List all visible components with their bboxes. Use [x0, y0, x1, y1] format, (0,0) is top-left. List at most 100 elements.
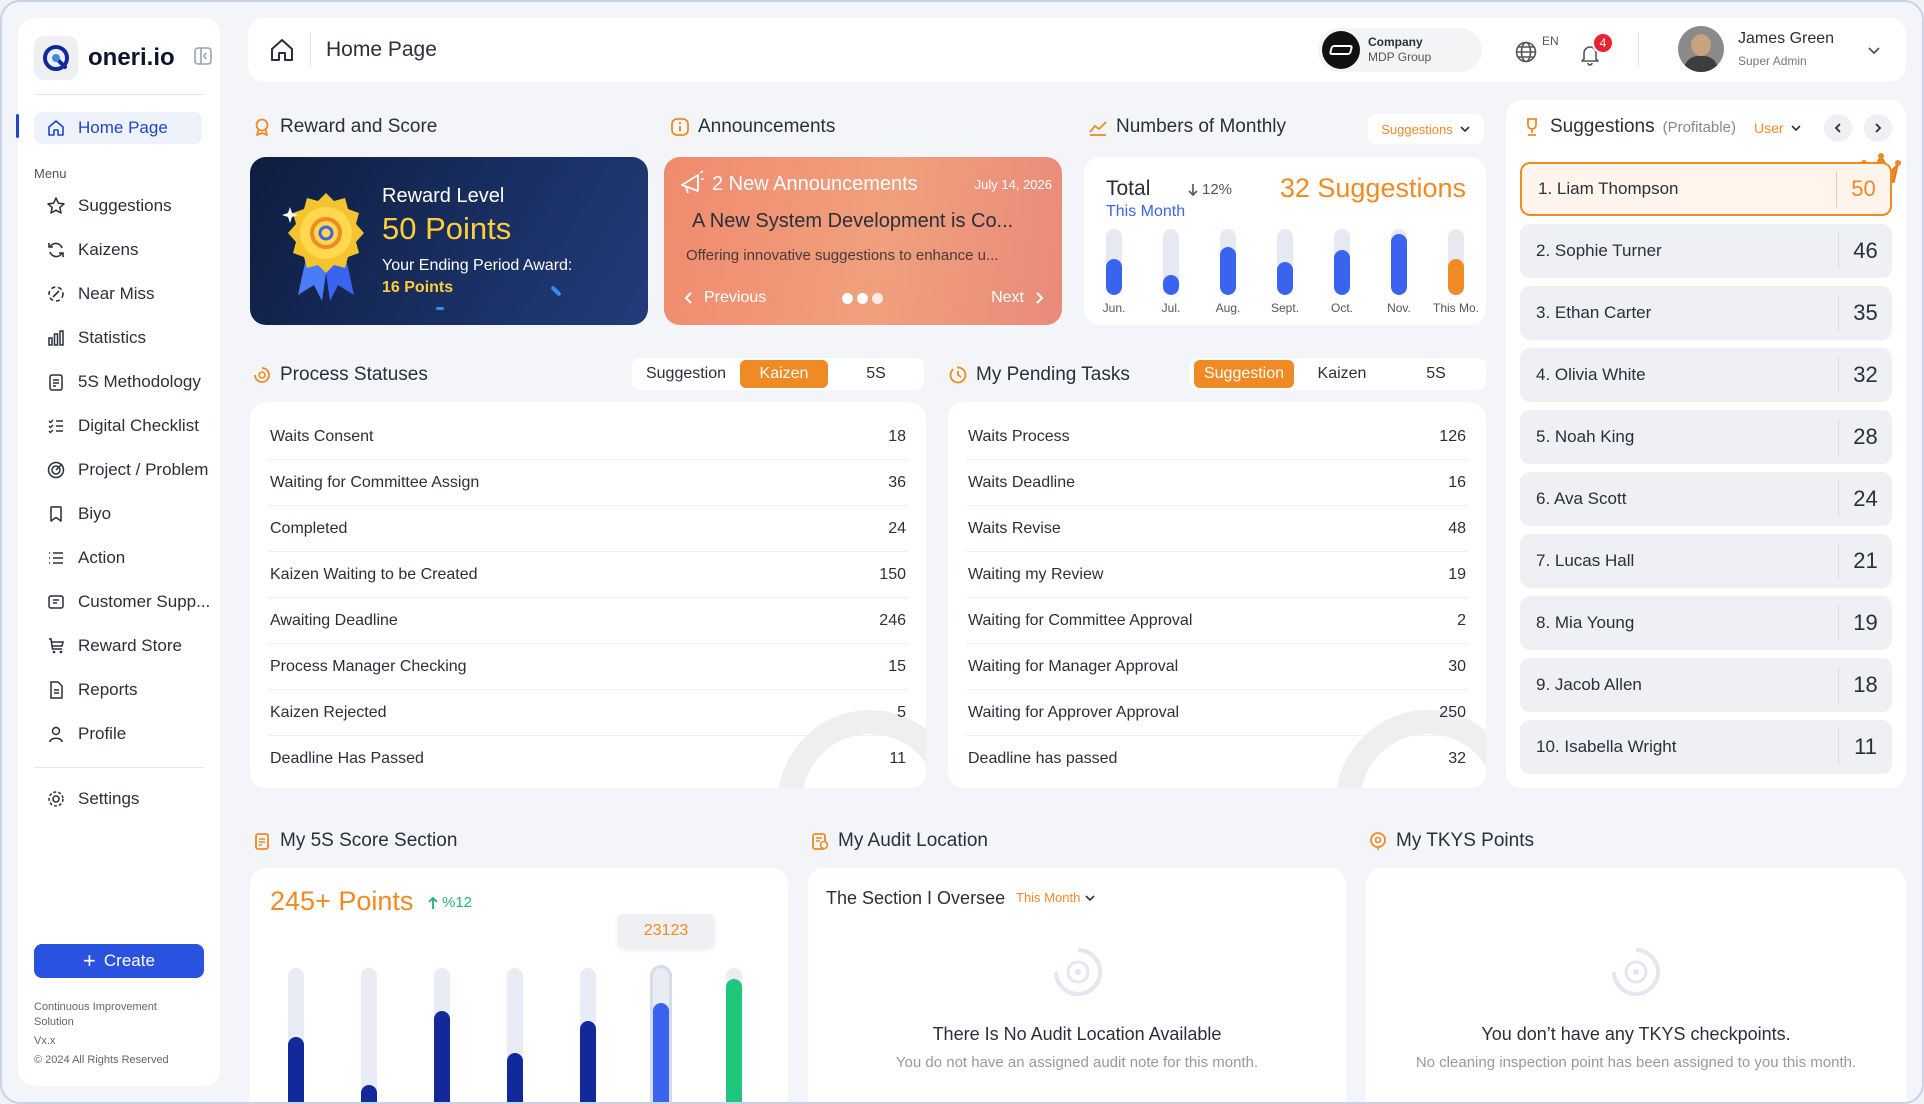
status-row[interactable]: Awaiting Deadline 246: [268, 598, 908, 644]
tab-5s[interactable]: 5S: [866, 365, 886, 382]
5s-bar[interactable]: [434, 968, 450, 1102]
previous-button[interactable]: Previous: [682, 289, 766, 307]
chevron-down-icon[interactable]: [1864, 40, 1884, 65]
next-label: Next: [991, 289, 1024, 306]
5s-bar[interactable]: [653, 968, 669, 1102]
ranking-filter-dropdown[interactable]: User: [1754, 120, 1802, 136]
sidebar-item-reward-store[interactable]: Reward Store: [34, 630, 218, 662]
ranking-row[interactable]: 8. Mia Young 19: [1520, 596, 1892, 650]
carousel-dot[interactable]: [872, 293, 883, 304]
sidebar-item-reports[interactable]: Reports: [34, 674, 218, 706]
sidebar-item-suggestions[interactable]: Suggestions: [34, 190, 218, 222]
ranking-row[interactable]: 2. Sophie Turner 46: [1520, 224, 1892, 278]
announcement-card[interactable]: 2 New Announcements July 14, 2026 A New …: [664, 157, 1062, 325]
status-row[interactable]: Waits Revise 48: [966, 506, 1468, 552]
sidebar-item-profile[interactable]: Profile: [34, 718, 218, 750]
status-label: Waiting for Committee Assign: [270, 473, 480, 491]
tab-kaizen[interactable]: Kaizen: [740, 360, 828, 388]
tab-5s[interactable]: 5S: [1426, 365, 1446, 382]
ranking-name: 4. Olivia White: [1536, 365, 1646, 384]
collapse-sidebar-icon[interactable]: [193, 46, 213, 71]
sidebar-item-kaizens[interactable]: Kaizens: [34, 234, 218, 266]
ranking-row[interactable]: 6. Ava Scott 24: [1520, 472, 1892, 526]
monthly-dropdown[interactable]: Suggestions: [1368, 114, 1484, 144]
monthly-bar[interactable]: [1334, 229, 1350, 295]
ranking-row[interactable]: 1. Liam Thompson 50: [1520, 162, 1892, 216]
carousel-dots[interactable]: [842, 293, 883, 304]
5s-bar[interactable]: [580, 968, 596, 1102]
monthly-bar[interactable]: [1220, 229, 1236, 295]
ranking-row[interactable]: 7. Lucas Hall 21: [1520, 534, 1892, 588]
next-page-button[interactable]: [1864, 114, 1892, 142]
status-row[interactable]: Waiting for Committee Approval 2: [966, 598, 1468, 644]
section-title-tkys: My TKYS Points: [1368, 830, 1534, 852]
ranking-name: 3. Ethan Carter: [1536, 303, 1652, 322]
sidebar-item-digital-checklist[interactable]: Digital Checklist: [34, 410, 218, 442]
status-row[interactable]: Kaizen Rejected 5: [268, 690, 908, 736]
monthly-bar-label: Nov.: [1387, 301, 1411, 315]
monthly-bar[interactable]: [1106, 229, 1122, 295]
status-row[interactable]: Waiting for Approver Approval 250: [966, 690, 1468, 736]
sidebar-item-label: Digital Checklist: [78, 416, 199, 435]
sidebar-item-action[interactable]: Action: [34, 542, 218, 574]
version-text: Vx.x: [34, 1035, 56, 1047]
sidebar-item-biyo[interactable]: Biyo: [34, 498, 218, 530]
reward-card[interactable]: Reward Level 50 Points Your Ending Perio…: [250, 157, 648, 325]
ranking-row[interactable]: 9. Jacob Allen 18: [1520, 658, 1892, 712]
status-row[interactable]: Kaizen Waiting to be Created 150: [268, 552, 908, 598]
5s-bar[interactable]: [361, 968, 377, 1102]
home-icon[interactable]: [268, 36, 296, 69]
status-row[interactable]: Waits Deadline 16: [966, 460, 1468, 506]
status-value: 150: [879, 565, 906, 583]
status-row[interactable]: Completed 24: [268, 506, 908, 552]
sidebar-item-home[interactable]: Home Page: [34, 112, 202, 144]
ranking-row[interactable]: 10. Isabella Wright 11: [1520, 720, 1892, 774]
status-row[interactable]: Deadline has passed 32: [966, 736, 1468, 782]
sidebar-item-project[interactable]: Project / Problem: [34, 454, 218, 486]
sidebar-item-statistics[interactable]: Statistics: [34, 322, 218, 354]
status-row[interactable]: Waiting for Committee Assign 36: [268, 460, 908, 506]
company-selector[interactable]: Company MDP Group: [1318, 28, 1482, 72]
award-icon: [255, 118, 269, 136]
sidebar-item-5s[interactable]: 5S Methodology: [34, 366, 218, 398]
footer-line: Solution: [34, 1016, 74, 1028]
carousel-dot[interactable]: [857, 293, 868, 304]
sidebar-item-near-miss[interactable]: Near Miss: [34, 278, 218, 310]
monthly-bar[interactable]: [1448, 229, 1464, 295]
status-row[interactable]: Waits Process 126: [966, 414, 1468, 460]
ranking-row[interactable]: 4. Olivia White 32: [1520, 348, 1892, 402]
tab-suggestion[interactable]: Suggestion: [645, 365, 727, 382]
5s-bar[interactable]: [507, 968, 523, 1102]
status-row[interactable]: Waits Consent 18: [268, 414, 908, 460]
ranking-row[interactable]: 3. Ethan Carter 35: [1520, 286, 1892, 340]
monthly-bar[interactable]: [1277, 229, 1293, 295]
sidebar-item-label: 5S Methodology: [78, 372, 201, 391]
brand[interactable]: oneri.io: [34, 36, 213, 80]
period-dropdown[interactable]: This Month: [1016, 890, 1096, 905]
ranking-name: 8. Mia Young: [1536, 613, 1635, 632]
status-row[interactable]: Deadline Has Passed 11: [268, 736, 908, 782]
status-value: 15: [888, 657, 906, 675]
sidebar-item-customer-support[interactable]: Customer Supp...: [34, 586, 218, 618]
status-row[interactable]: Process Manager Checking 15: [268, 644, 908, 690]
avatar[interactable]: [1678, 26, 1724, 72]
tab-suggestion[interactable]: Suggestion: [1194, 360, 1294, 388]
sidebar-item-settings[interactable]: Settings: [34, 783, 218, 815]
status-row[interactable]: Waiting for Manager Approval 30: [966, 644, 1468, 690]
ranking-name: 7. Lucas Hall: [1536, 551, 1635, 570]
5s-bar[interactable]: [726, 968, 742, 1102]
next-button[interactable]: Next: [991, 289, 1046, 307]
monthly-bar[interactable]: [1391, 229, 1407, 295]
status-value: 19: [1448, 565, 1466, 583]
monthly-bar[interactable]: [1163, 229, 1179, 295]
prev-page-button[interactable]: [1824, 114, 1852, 142]
language-code[interactable]: EN: [1542, 34, 1559, 48]
carousel-dot[interactable]: [842, 293, 853, 304]
tab-kaizen[interactable]: Kaizen: [1317, 365, 1367, 382]
create-button[interactable]: + Create: [34, 944, 204, 978]
ranking-row[interactable]: 5. Noah King 28: [1520, 410, 1892, 464]
globe-icon[interactable]: [1514, 40, 1538, 69]
5s-bar[interactable]: [288, 968, 304, 1102]
status-row[interactable]: Waiting my Review 19: [966, 552, 1468, 598]
